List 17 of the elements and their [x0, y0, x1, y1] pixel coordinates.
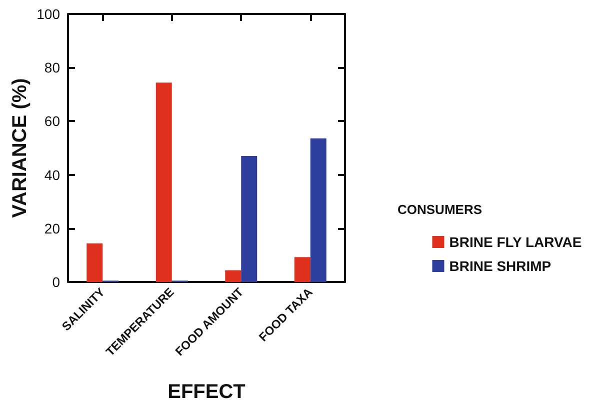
y-tick-label: 100	[36, 6, 60, 22]
y-tick-label: 80	[44, 60, 60, 76]
bar	[310, 138, 326, 282]
bar	[241, 156, 258, 282]
legend-label: BRINE FLY LARVAE	[449, 234, 582, 250]
bar	[225, 270, 242, 282]
bar	[294, 257, 310, 282]
y-tick-label: 60	[44, 113, 60, 130]
y-tick-label: 40	[44, 166, 60, 183]
x-axis-title: EFFECT	[168, 381, 246, 403]
bar	[86, 243, 103, 282]
legend-label: BRINE SHRIMP	[449, 258, 552, 274]
legend-title: CONSUMERS	[397, 202, 482, 217]
y-tick-label: 0	[52, 274, 60, 290]
y-axis-title: VARIANCE (%)	[9, 78, 31, 218]
bar	[156, 82, 172, 282]
y-tick-label: 20	[44, 220, 60, 236]
